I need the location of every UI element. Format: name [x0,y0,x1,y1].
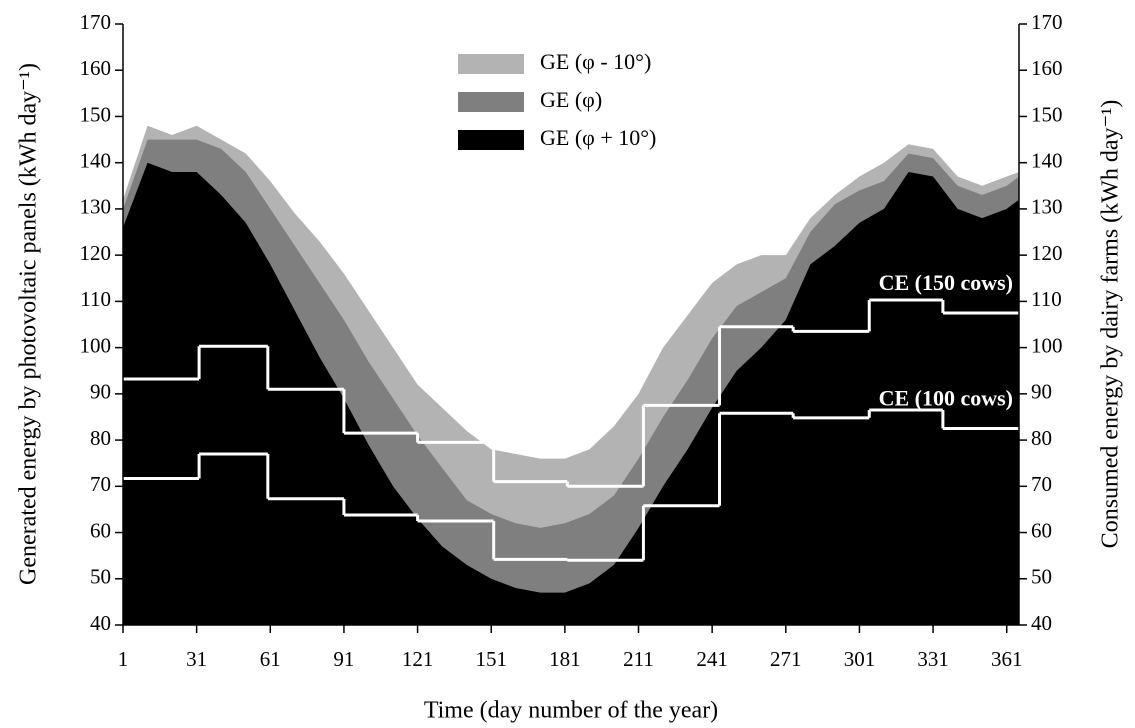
legend-swatch [458,54,524,74]
y-tick-label: 160 [80,56,112,80]
series-label: CE (100 cows) [879,386,1013,411]
y2-tick-label: 170 [1031,10,1063,34]
area [123,162,1019,625]
y2-tick-label: 70 [1031,472,1052,496]
y-tick-label: 80 [90,426,111,450]
y2-tick-label: 60 [1031,518,1052,542]
x-tick-label: 151 [475,647,507,671]
y2-tick-label: 120 [1031,241,1063,265]
legend-label: GE (φ + 10°) [540,125,656,150]
y2-tick-label: 140 [1031,149,1063,173]
legend-swatch [458,92,524,112]
x-axis-label: Time (day number of the year) [424,698,718,724]
x-tick-label: 31 [186,647,207,671]
y-tick-label: 90 [90,380,111,404]
y-tick-label: 130 [80,195,112,219]
x-tick-label: 211 [623,647,654,671]
y2-tick-label: 150 [1031,102,1063,126]
legend-swatch [458,130,524,150]
x-tick-label: 361 [991,647,1023,671]
y-tick-label: 120 [80,241,112,265]
y-axis-label: Generated energy by photovoltaic panels … [16,63,42,585]
y2-tick-label: 100 [1031,333,1063,357]
y-tick-label: 60 [90,518,111,542]
y-tick-label: 100 [80,333,112,357]
y2-tick-label: 110 [1031,287,1062,311]
x-tick-label: 121 [402,647,434,671]
x-tick-label: 91 [333,647,354,671]
y2-tick-label: 40 [1031,611,1052,635]
legend-label: GE (φ) [540,87,602,112]
y2-axis-label: Consumed energy by dairy farms (kWh day⁻… [1098,100,1124,549]
series-label: CE (150 cows) [879,270,1013,295]
y-tick-label: 150 [80,102,112,126]
y2-tick-label: 90 [1031,380,1052,404]
y-tick-label: 70 [90,472,111,496]
y2-tick-label: 50 [1031,565,1052,589]
y-tick-label: 170 [80,10,112,34]
x-tick-label: 301 [844,647,876,671]
x-tick-label: 61 [260,647,281,671]
x-tick-label: 271 [770,647,802,671]
x-tick-label: 181 [549,647,581,671]
x-tick-label: 331 [917,647,949,671]
y-tick-label: 40 [90,611,111,635]
x-tick-label: 1 [118,647,129,671]
legend-label: GE (φ - 10°) [540,49,651,74]
y-tick-label: 50 [90,565,111,589]
y2-tick-label: 130 [1031,195,1063,219]
y2-tick-label: 80 [1031,426,1052,450]
y-tick-label: 140 [80,149,112,173]
y-tick-label: 110 [80,287,111,311]
y2-tick-label: 160 [1031,56,1063,80]
x-tick-label: 241 [696,647,728,671]
